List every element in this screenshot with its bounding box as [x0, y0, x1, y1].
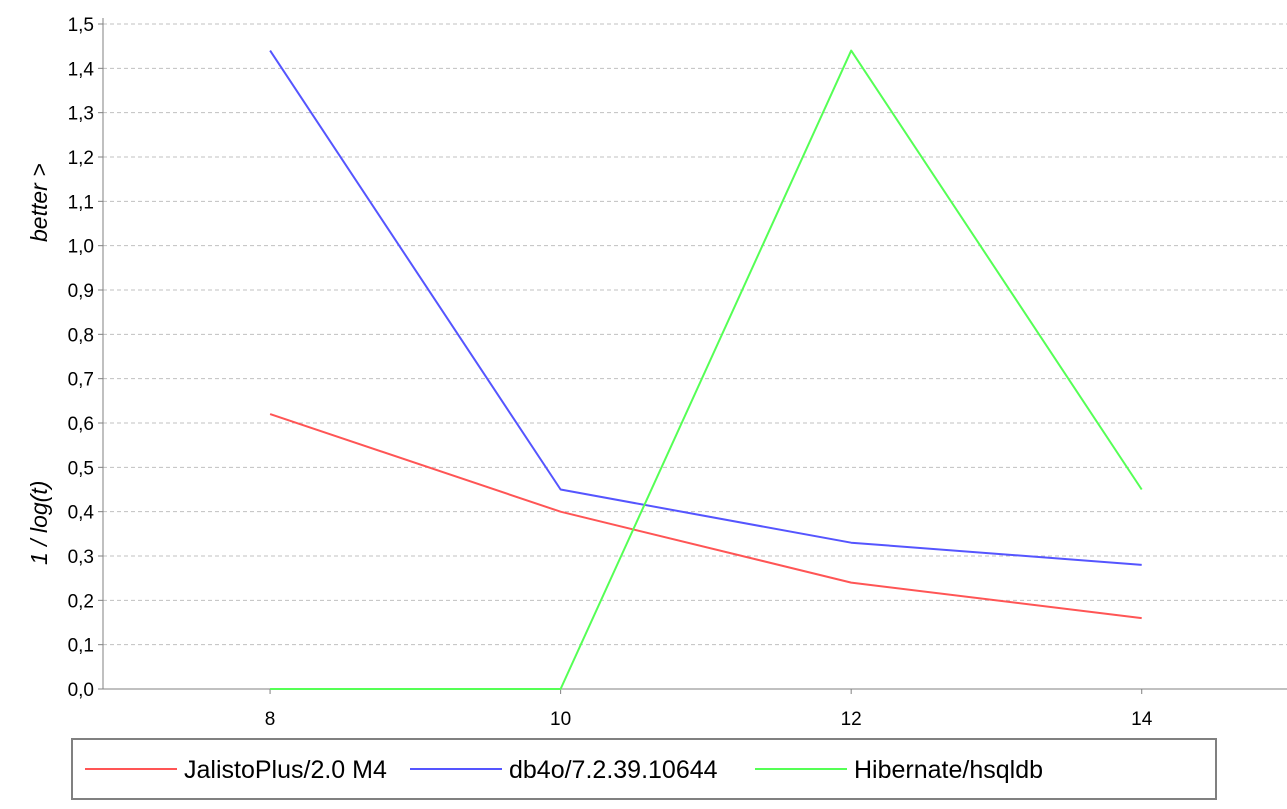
x-tick-label: 12 [841, 709, 862, 730]
y-tick-label: 0,9 [68, 281, 94, 302]
x-axis-ticks: 8 10 12 14 [265, 689, 1153, 730]
y-tick-label: 1,2 [68, 148, 94, 169]
y-axis-title-top: better > [26, 163, 52, 242]
series-line-2 [269, 50, 1142, 566]
y-tick-label: 0,5 [68, 458, 94, 479]
y-tick-label: 0,2 [68, 591, 94, 612]
y-tick-label: 1,0 [68, 237, 94, 258]
y-tick-label: 0,6 [68, 414, 94, 435]
y-tick-label: 1,1 [68, 192, 94, 213]
y-tick-label: 0,7 [68, 370, 94, 391]
y-axis-title-bottom: 1 / log(t) [26, 481, 52, 565]
legend-label-3: Hibernate/hsqldb [854, 756, 1043, 784]
y-tick-label: 1,3 [68, 104, 94, 125]
y-tick-label: 1,4 [68, 59, 95, 80]
y-axis-ticks: 0,0 0,1 0,2 0,3 0,4 0,5 0,6 0,7 0,8 0,9 1,0 1,1 1,2 1… [68, 15, 103, 701]
y-tick-label: 1,5 [68, 15, 94, 36]
y-tick-label: 0,4 [68, 503, 95, 524]
x-tick-label: 8 [265, 709, 276, 730]
series-line-3 [270, 49, 1143, 690]
legend: JalistoPlus/2.0 M4 db4o/7.2.39.10644 Hiber… [71, 738, 1217, 800]
series-lines [269, 49, 1143, 690]
axes [102, 18, 1287, 690]
legend-label-1: JalistoPlus/2.0 M4 [184, 756, 387, 784]
series-line-1 [269, 413, 1142, 620]
gridlines [103, 23, 1287, 646]
y-tick-label: 0,3 [68, 547, 94, 568]
x-tick-label: 14 [1131, 709, 1153, 730]
x-tick-label: 10 [550, 709, 571, 730]
y-tick-label: 0,8 [68, 325, 94, 346]
y-tick-label: 0,1 [68, 636, 94, 657]
legend-box [71, 738, 1217, 800]
legend-label-2: db4o/7.2.39.10644 [509, 756, 718, 784]
y-tick-label: 0,0 [68, 680, 94, 701]
